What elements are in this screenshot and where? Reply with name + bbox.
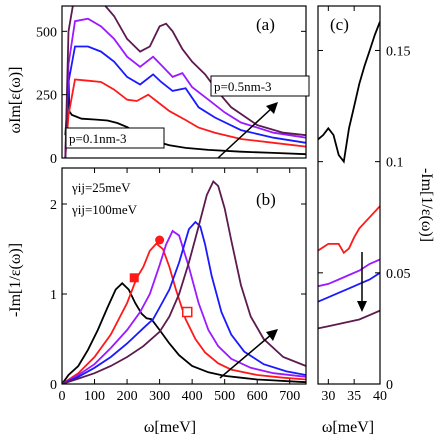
series-line-3 (62, 229, 306, 384)
annotation-p-high-text: p=0.5nm-3 (214, 79, 272, 94)
panel-c-label: (c) (330, 15, 349, 34)
series-line-4 (64, 17, 306, 158)
y-tick-label: 500 (36, 25, 57, 40)
series-line-2 (62, 242, 306, 384)
x-tick-label: 600 (247, 389, 268, 404)
x-tick-label: 700 (279, 389, 300, 404)
y-tick-label: 0.05 (386, 267, 411, 282)
x-tick-label: 400 (182, 389, 203, 404)
y-tick-label: 0 (386, 378, 393, 393)
marker-filled-square (129, 273, 139, 283)
panel-a-label: (a) (256, 15, 275, 34)
series-line-2 (64, 78, 306, 158)
y-tick-label: 0.1 (386, 156, 404, 171)
x-tick-label: 0 (59, 389, 66, 404)
x-tick-label: 35 (347, 389, 361, 404)
x-tick-label: 100 (84, 389, 105, 404)
x-tick-label: 200 (117, 389, 138, 404)
x-tick-label: 30 (321, 389, 335, 404)
plot-frame (61, 167, 307, 385)
panel-b-xlabel: ω[meV] (144, 419, 196, 436)
y-tick-label: 2 (50, 198, 57, 213)
panel-c-xlabel: ω[meV] (322, 419, 374, 436)
series-line-5 (62, 180, 306, 384)
series-line-1 (318, 21, 380, 164)
panel-c: 30 35 400 0.05 0.1 0.15 (317, 5, 411, 404)
x-tick-label: 40 (373, 389, 387, 404)
panel-b-ylabel: -Im[1/ε(ω)] (7, 243, 24, 317)
arrow-c (357, 252, 367, 312)
x-tick-label: 300 (149, 389, 170, 404)
marker-filled-circle (155, 235, 165, 245)
series-line-5 (318, 309, 380, 330)
series-line-3 (318, 258, 380, 288)
annotation-gamma-100: γij=100meV (71, 202, 138, 217)
x-tick-label: 500 (214, 389, 235, 404)
arrow-b (219, 329, 278, 379)
y-tick-label: 0 (50, 378, 57, 393)
panel-b: 0 100 200 300 400 500 600 700 0 1 2 (50, 167, 307, 404)
panel-c-ylabel: -Im[1/ε(ω)] (418, 168, 435, 242)
arrow-a (217, 102, 278, 159)
series-line-2 (318, 205, 380, 255)
annotation-p-low: p=0.1nm-3 (65, 127, 165, 149)
y-tick-label: 250 (36, 89, 57, 104)
series-line-5 (64, 6, 306, 158)
y-tick-label: 1 (50, 288, 57, 303)
y-tick-label: 0.15 (386, 44, 411, 59)
annotation-gamma-25: γij=25meV (71, 180, 131, 195)
series-line-1 (62, 281, 306, 384)
marker-open-square (182, 306, 193, 318)
series-line-4 (62, 220, 306, 384)
panel-a-ylabel: ωIm[ε(ω)] (7, 67, 24, 134)
annotation-p-low-text: p=0.1nm-3 (69, 131, 127, 146)
y-tick-label: 0 (50, 152, 57, 167)
series-line-3 (64, 45, 306, 158)
panel-b-label: (b) (256, 190, 276, 209)
annotation-p-high: p=0.5nm-3 (210, 75, 310, 97)
plot-frame (317, 5, 381, 385)
series-line-4 (318, 272, 380, 303)
